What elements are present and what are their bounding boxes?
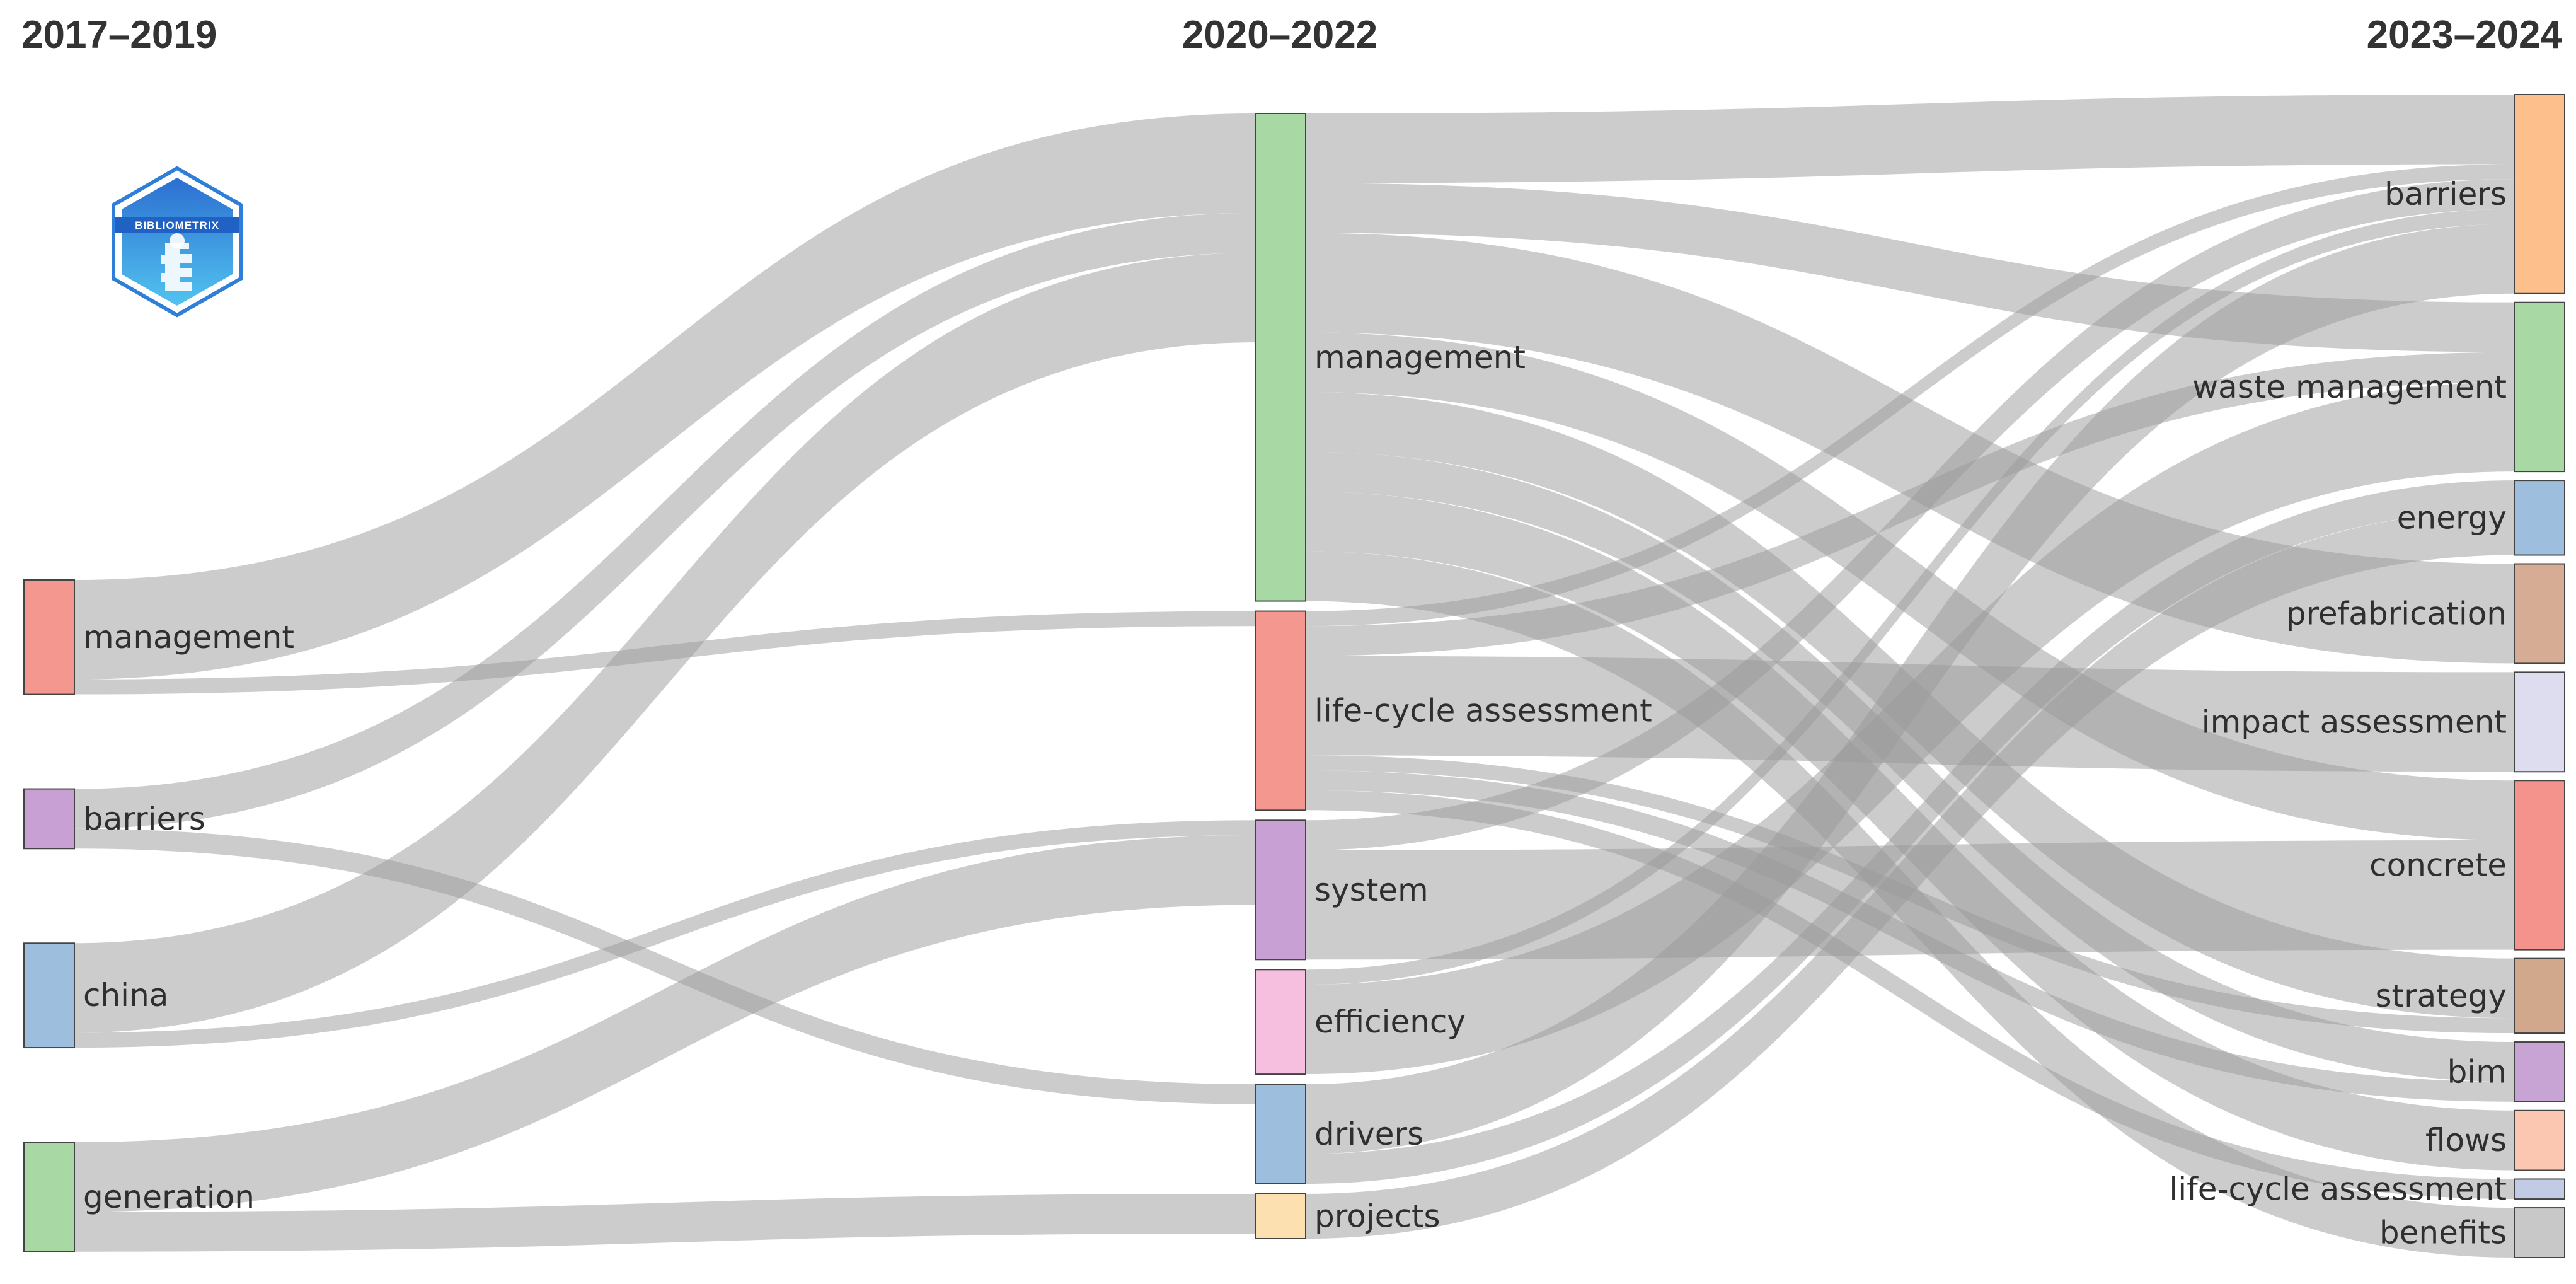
- node-m19-bar: [23, 579, 75, 695]
- node-l22-bar: [1255, 610, 1306, 811]
- flow-d22-to-b24: [1306, 224, 2514, 1154]
- node-g19-bar: [23, 1142, 75, 1252]
- node-m19-label: management: [83, 619, 294, 656]
- node-be24-label: benefits: [2379, 1215, 2507, 1251]
- node-b19-bar: [23, 788, 75, 850]
- node-bi24-bar: [2514, 1041, 2565, 1102]
- node-b19-label: barriers: [83, 801, 205, 837]
- period-header-2017-2019: 2017–2019: [21, 13, 217, 57]
- node-g19-label: generation: [83, 1179, 255, 1215]
- node-pf24-label: prefabrication: [2286, 595, 2507, 632]
- bibliometrix-logo: BIBLIOMETRIX: [112, 166, 243, 318]
- node-fl24-label: flows: [2425, 1122, 2507, 1159]
- flow-m22-to-b24: [1306, 95, 2514, 183]
- node-d22-bar: [1255, 1084, 1306, 1184]
- flow-m22-to-co24: [1306, 332, 2514, 840]
- flow-c19-to-s22: [74, 820, 1255, 1048]
- node-m22-label: management: [1314, 339, 1526, 376]
- node-e22-label: efficiency: [1314, 1003, 1466, 1040]
- flow-e22-to-w24: [1306, 382, 2514, 1075]
- flow-g19-to-p22: [74, 1193, 1255, 1252]
- flow-b19-to-m22: [74, 212, 1255, 829]
- node-s22-label: system: [1314, 872, 1429, 908]
- flow-m22-to-w24: [1306, 183, 2514, 352]
- flow-g19-to-s22: [74, 835, 1255, 1212]
- node-p22-bar: [1255, 1193, 1306, 1240]
- flow-l22-to-lc24: [1306, 790, 2514, 1200]
- node-pf24-bar: [2514, 563, 2565, 664]
- period-header-2023-2024: 2023–2024: [2367, 13, 2563, 57]
- node-en24-bar: [2514, 480, 2565, 556]
- flow-c19-to-m22: [74, 253, 1255, 1033]
- node-s22-bar: [1255, 819, 1306, 961]
- node-be24-bar: [2514, 1207, 2565, 1259]
- node-lc24-label: life-cycle assessment: [2169, 1171, 2507, 1207]
- node-st24-label: strategy: [2375, 978, 2507, 1014]
- node-e22-bar: [1255, 969, 1306, 1075]
- flow-b19-to-d22: [74, 828, 1255, 1104]
- node-co24-label: concrete: [2369, 847, 2507, 883]
- flow-s22-to-b24: [1306, 179, 2514, 850]
- flow-m19-to-m22: [74, 113, 1255, 680]
- node-p22-label: projects: [1314, 1198, 1440, 1234]
- node-lc24-bar: [2514, 1178, 2565, 1200]
- node-w24-label: waste management: [2192, 369, 2507, 405]
- node-st24-bar: [2514, 957, 2565, 1034]
- node-co24-bar: [2514, 780, 2565, 951]
- flow-l22-to-b24: [1306, 164, 2514, 627]
- node-w24-bar: [2514, 301, 2565, 473]
- node-b24-bar: [2514, 94, 2565, 294]
- node-ia24-label: impact assessment: [2202, 703, 2507, 740]
- flow-e22-to-b24: [1306, 209, 2514, 985]
- node-b24-label: barriers: [2384, 176, 2507, 212]
- node-m22-bar: [1255, 113, 1306, 602]
- node-en24-label: energy: [2397, 499, 2507, 536]
- node-d22-label: drivers: [1314, 1116, 1423, 1152]
- node-fl24-bar: [2514, 1109, 2565, 1171]
- logo-wordmark: BIBLIOMETRIX: [135, 219, 219, 231]
- node-ia24-bar: [2514, 671, 2565, 773]
- labels-layer: management barriers china generation managem…: [83, 176, 2507, 1251]
- period-header-2020-2022: 2020–2022: [1182, 13, 1377, 57]
- node-c19-bar: [23, 942, 75, 1049]
- flow-p22-to-en24: [1306, 510, 2514, 1239]
- node-c19-label: china: [83, 977, 168, 1014]
- node-bi24-label: bim: [2447, 1053, 2507, 1090]
- flow-d22-to-en24: [1306, 480, 2514, 1184]
- nodes-layer: [23, 94, 2565, 1259]
- node-l22-label: life-cycle assessment: [1314, 692, 1652, 729]
- links-layer: [74, 95, 2514, 1258]
